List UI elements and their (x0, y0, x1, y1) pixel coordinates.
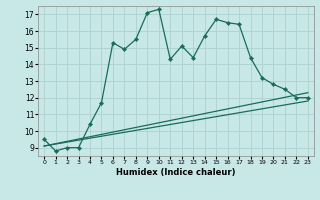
X-axis label: Humidex (Indice chaleur): Humidex (Indice chaleur) (116, 168, 236, 177)
